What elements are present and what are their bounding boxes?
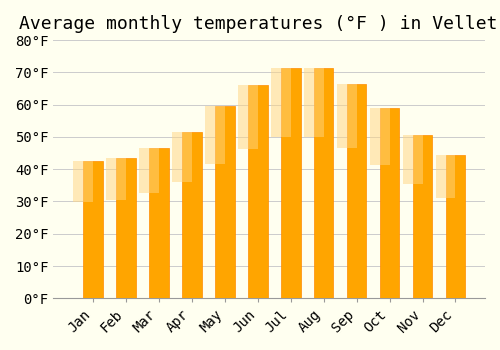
Title: Average monthly temperatures (°F ) in Velletri: Average monthly temperatures (°F ) in Ve… [19,15,500,33]
Bar [271,68,290,137]
Bar [380,108,400,298]
Bar [280,68,300,298]
Bar [436,155,456,198]
Bar [346,84,366,298]
Bar [182,132,202,298]
Bar [402,135,422,184]
Bar [116,158,136,298]
Bar [238,85,258,149]
Bar [446,155,466,298]
Bar [370,108,390,165]
Bar [106,158,126,200]
Bar [412,135,432,298]
Bar [215,106,234,298]
Bar [314,68,334,298]
Bar [139,148,158,193]
Bar [337,84,356,148]
Bar [172,132,192,182]
Bar [73,161,93,202]
Bar [248,85,268,298]
Bar [304,68,324,137]
Bar [205,106,225,164]
Bar [149,148,169,298]
Bar [83,161,102,298]
